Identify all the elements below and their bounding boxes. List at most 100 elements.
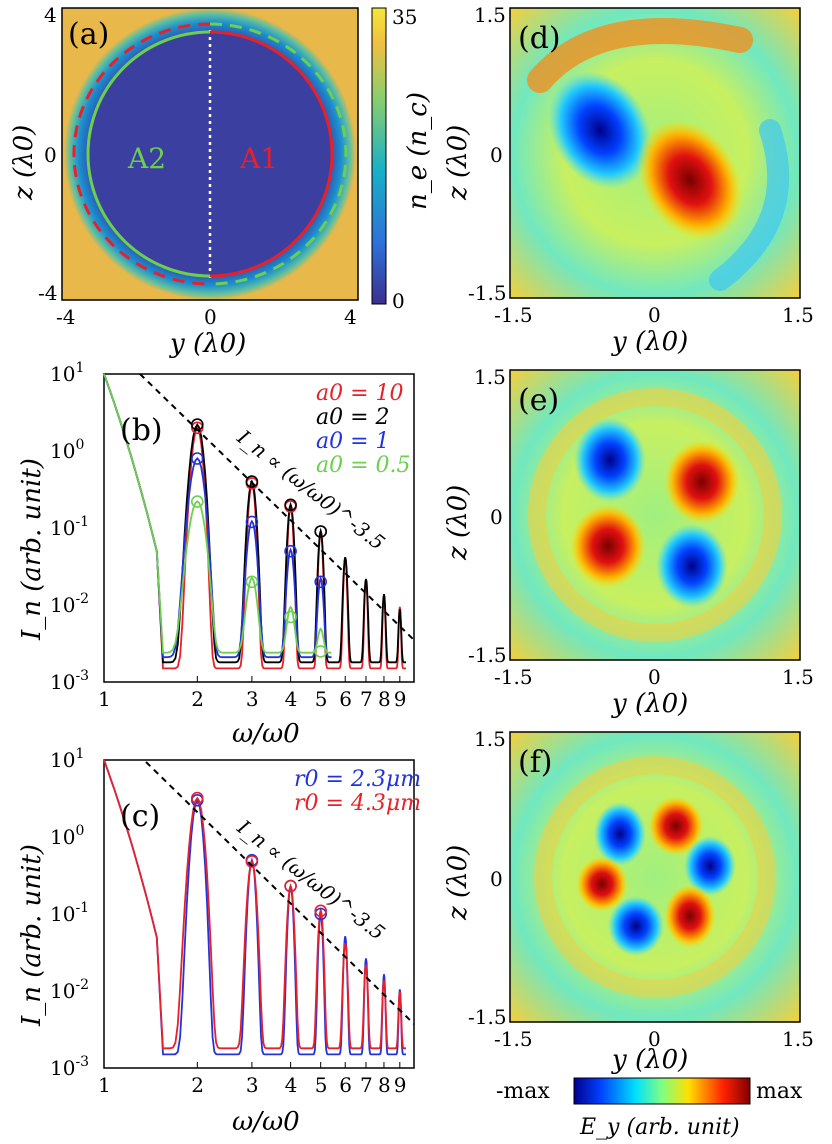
- b-xlabel: ω/ω0: [232, 719, 300, 749]
- b-series-3-peak-marker: [245, 515, 259, 529]
- f-ylabel: z (λ0): [443, 845, 473, 921]
- panel-a-label: (a): [68, 17, 109, 52]
- panel-b: I_n ∝ (ω/ω0)^-3.5 (b) a0 = 10 a0 = 2 a0 …: [17, 360, 415, 749]
- c-ticks: 1 2 3 4 5 6 7 8 9 101 100 10-1 10-2 10-3: [50, 746, 407, 1097]
- c-ytick-1: 101: [50, 746, 84, 772]
- c-ylabel: I_n (arb. unit): [17, 844, 47, 1027]
- d-ytick-mid: 0: [490, 143, 503, 167]
- b-marks: [191, 418, 328, 658]
- field-colorbar: [573, 1077, 751, 1105]
- a2-dashed-boundary: [209, 22, 348, 286]
- d-xtick-mid: 0: [648, 303, 661, 327]
- panel-f: (f) 1.5 0 -1.5 -1.5 0 1.5 y (λ0) z (λ0) …: [443, 727, 814, 1140]
- f-lobe-1: [594, 802, 646, 866]
- c-ytick--1: 10-1: [50, 900, 89, 926]
- c-series-2-peak-marker: [245, 855, 259, 868]
- f-xtick-mid: 0: [648, 1027, 661, 1051]
- c-ytick--2: 10-2: [50, 977, 89, 1003]
- b-xtick-6: 6: [339, 687, 352, 711]
- d-negative-lobe: [548, 71, 652, 189]
- f-lobe-2: [648, 796, 704, 856]
- b-series-1-peak-marker: [191, 421, 204, 435]
- f-ytick-top: 1.5: [474, 727, 506, 751]
- d-xtick-left: -1.5: [494, 303, 533, 327]
- b-xtick-3: 3: [246, 687, 259, 711]
- e-xtick-right: 1.5: [782, 665, 814, 689]
- f-frame: [509, 731, 801, 1023]
- c-xtick-1: 1: [98, 1073, 111, 1097]
- e-xtick-left: -1.5: [494, 665, 533, 689]
- c-legend-2: r0 = 4.3μm: [294, 791, 421, 816]
- panel-c-frame: [103, 759, 415, 1069]
- c-xtick-2: 2: [191, 1073, 204, 1097]
- b-xtick-7: 7: [360, 687, 373, 711]
- e-ytick-mid: 0: [490, 505, 503, 529]
- density-colorbar: [371, 7, 387, 305]
- a-ytick-top: 4: [44, 3, 57, 27]
- b-curves: [103, 373, 406, 670]
- a-xtick-mid: 0: [204, 305, 217, 329]
- e-frame: [509, 369, 801, 661]
- c-ytick-0: 100: [50, 823, 84, 849]
- e-ytick-top: 1.5: [474, 365, 506, 389]
- c-xtick-4: 4: [285, 1073, 298, 1097]
- b-ytick-0: 100: [50, 437, 84, 463]
- b-series-2-peak-marker: [314, 525, 328, 538]
- c-xtick-3: 3: [246, 1073, 259, 1097]
- b-legend-3: a0 = 1: [316, 429, 390, 454]
- e-field: [510, 370, 800, 660]
- b-series-4-peak-marker: [284, 610, 297, 624]
- b-legend-2: a0 = 2: [316, 405, 390, 430]
- b-xtick-9: 9: [394, 687, 407, 711]
- b-series-3-peak-marker: [314, 575, 328, 589]
- b-series-3-peak-marker: [191, 452, 204, 465]
- f-lobe-4: [664, 884, 716, 948]
- b-xtick-8: 8: [378, 687, 391, 711]
- b-legend-1: a0 = 10: [316, 381, 404, 406]
- region-a2-label: A2: [127, 142, 166, 175]
- b-ytick--1: 10-1: [50, 514, 89, 540]
- b-series-4-line: [103, 373, 332, 654]
- f-lobe-5: [608, 896, 664, 956]
- d-ytick-top: 1.5: [474, 3, 506, 27]
- c-series-1-peak-marker: [314, 907, 328, 921]
- a2-solid-boundary: [86, 30, 211, 278]
- a-xtick-right: 4: [344, 305, 357, 329]
- f-lobe-3: [684, 836, 736, 896]
- e-ylabel: z (λ0): [443, 485, 473, 561]
- d-ylabel: z (λ0): [443, 125, 473, 201]
- colorbar-label: n_e (n_c): [403, 92, 433, 210]
- b-xtick-1: 1: [98, 687, 111, 711]
- d-ytick-bot: -1.5: [468, 281, 507, 305]
- c-xtick-7: 7: [360, 1073, 373, 1097]
- c-xlabel: ω/ω0: [232, 1107, 300, 1137]
- a-xlabel: y (λ0): [169, 329, 246, 359]
- panel-c: I_n ∝ (ω/ω0)^-3.5 (c) r0 = 2.3μm r0 = 4.…: [17, 746, 421, 1137]
- panel-b-label: (b): [120, 413, 163, 448]
- c-series-2-peak-marker: [314, 904, 328, 918]
- field-colorbar-min: -max: [496, 1079, 550, 1104]
- f-ytick-bot: -1.5: [468, 1005, 507, 1029]
- b-ylabel: I_n (arb. unit): [17, 458, 47, 641]
- b-series-4-peak-marker: [191, 495, 204, 508]
- c-ytick--3: 10-3: [50, 1054, 89, 1080]
- e-lobe-1: [574, 418, 646, 502]
- b-series-2-peak-marker: [245, 475, 259, 488]
- d-outer-cool-band: [709, 119, 790, 291]
- c-xtick-6: 6: [339, 1073, 352, 1097]
- panel-a: (a) A2 A1 4 0 -4 -4 0 4 y (λ0) z (λ0) 35…: [9, 3, 433, 359]
- b-legend-4: a0 = 0.5: [316, 453, 411, 478]
- b-ticks: 1 2 3 4 5 6 7 8 9 101 100 10-1 10-2 10-3: [50, 360, 407, 711]
- e-outer-ring: [528, 388, 782, 642]
- d-xlabel: y (λ0): [611, 327, 688, 357]
- field-colorbar-label: E_y (arb. unit): [579, 1115, 740, 1140]
- e-lobe-2: [664, 440, 740, 524]
- f-xlabel: y (λ0): [611, 1045, 688, 1075]
- c-xtick-9: 9: [394, 1073, 407, 1097]
- colorbar-max: 35: [392, 5, 417, 29]
- b-xtick-2: 2: [191, 687, 204, 711]
- panel-d-label: (d): [518, 21, 561, 56]
- colorbar-min: 0: [392, 289, 405, 313]
- c-fit-line: [145, 761, 415, 1025]
- e-ytick-bot: -1.5: [468, 643, 507, 667]
